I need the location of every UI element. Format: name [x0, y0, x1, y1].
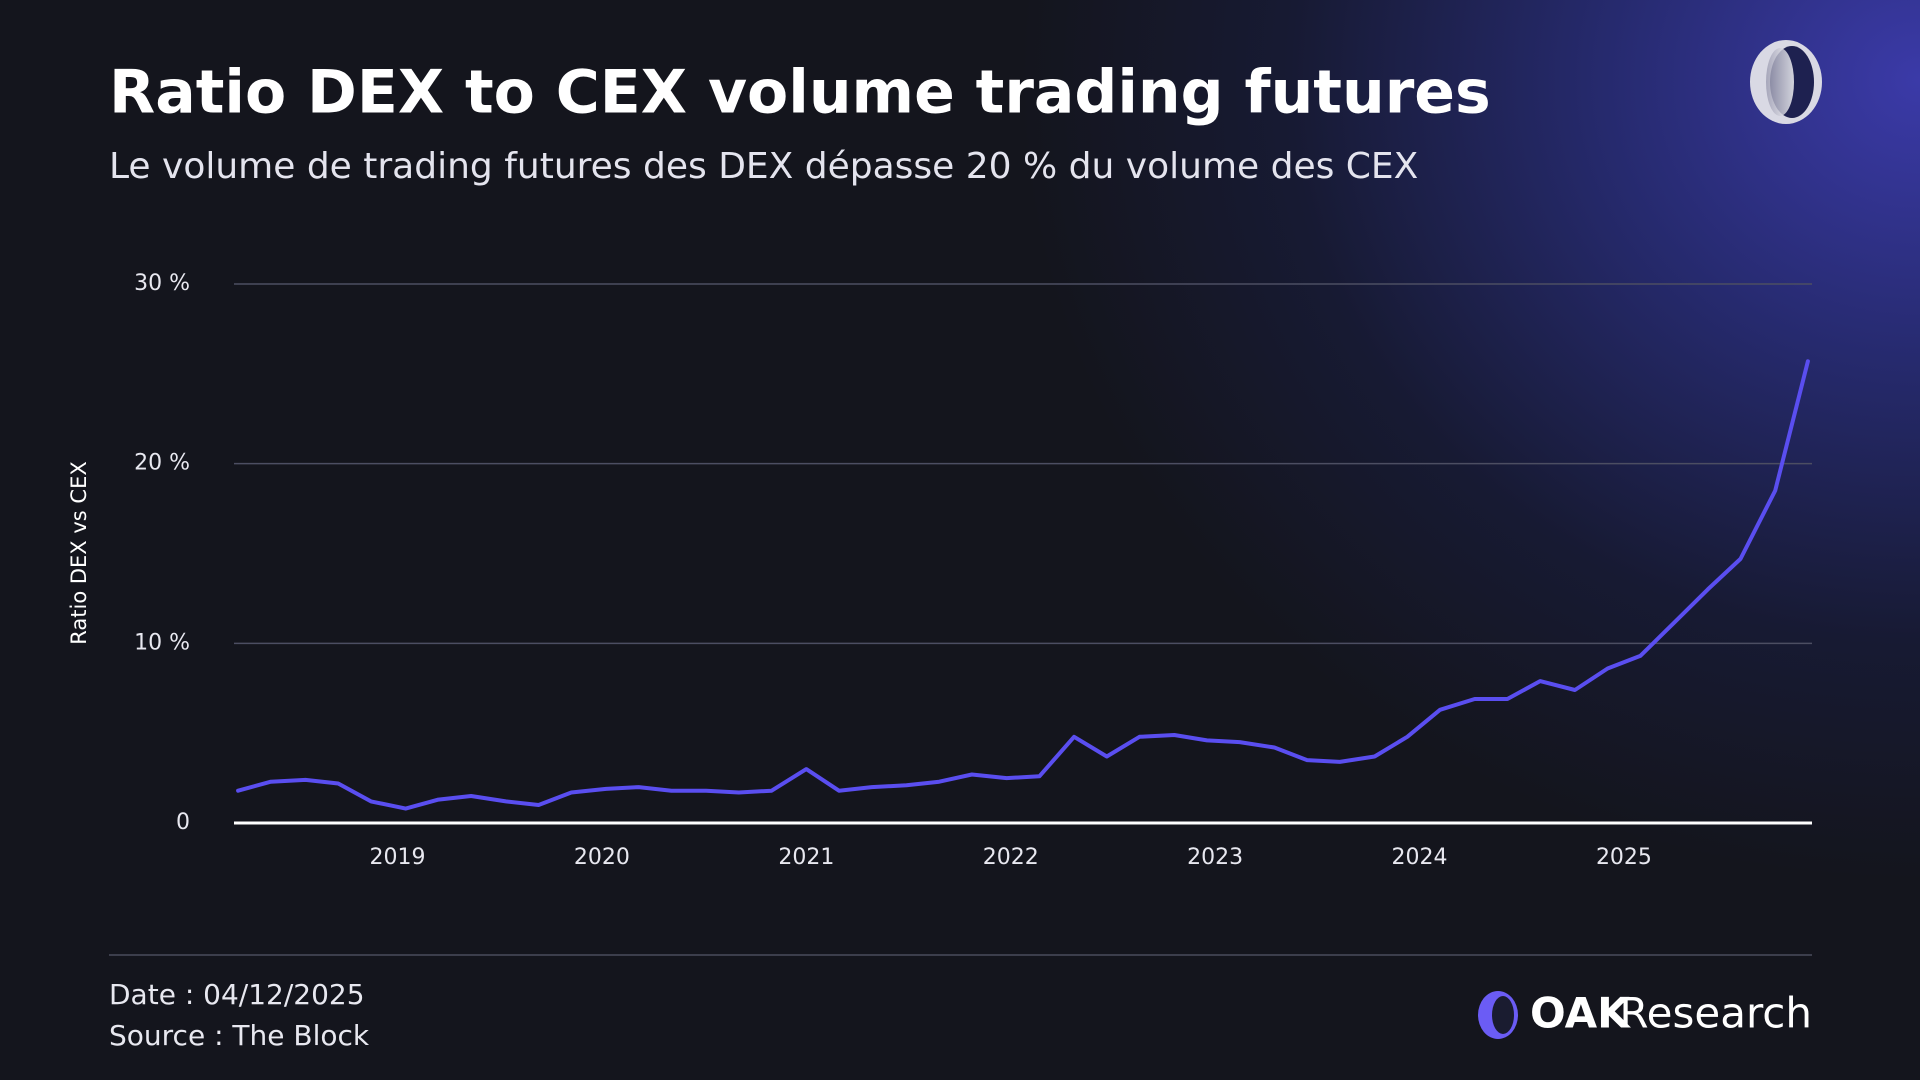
x-tick-label: 2021	[778, 845, 834, 870]
chart-title: Ratio DEX to CEX volume trading futures	[109, 58, 1491, 128]
brand-icon	[1478, 991, 1518, 1039]
y-tick-label: 30 %	[134, 271, 190, 296]
footer-source: Source : The Block	[109, 1019, 370, 1052]
footer-date: Date : 04/12/2025	[109, 978, 365, 1011]
x-tick-label: 2024	[1392, 845, 1448, 870]
data-line	[236, 359, 1810, 811]
x-tick-label: 2019	[370, 845, 426, 870]
y-axis-label: Ratio DEX vs CEX	[67, 461, 91, 644]
brand-name: OAK	[1530, 989, 1631, 1038]
y-tick-label: 20 %	[134, 451, 190, 476]
brand-suffix: Research	[1619, 989, 1812, 1038]
x-tick-label: 2022	[983, 845, 1039, 870]
y-tick-label: 10 %	[134, 630, 190, 655]
x-tick-label: 2023	[1187, 845, 1243, 870]
chart-subtitle: Le volume de trading futures des DEX dép…	[109, 146, 1418, 187]
y-tick-label: 0	[176, 810, 190, 835]
logo-icon	[1750, 40, 1822, 124]
x-tick-label: 2020	[574, 845, 630, 870]
x-tick-label: 2025	[1596, 845, 1652, 870]
